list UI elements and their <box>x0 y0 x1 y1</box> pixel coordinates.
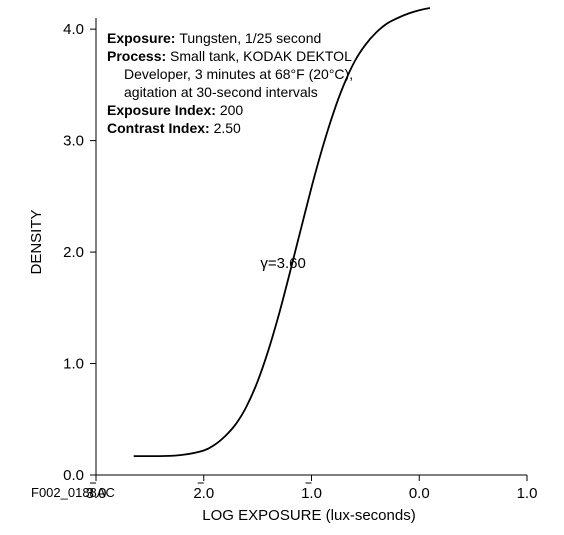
info-key: Contrast Index: <box>107 120 214 136</box>
info-value: Small tank, KODAK DEKTOL <box>170 48 352 64</box>
info-value: 2.50 <box>214 120 241 136</box>
info-line: Exposure: Tungsten, 1/25 second <box>107 30 321 46</box>
info-key: Exposure: <box>107 30 179 46</box>
y-tick-label: 4.0 <box>63 21 84 38</box>
info-line: Contrast Index: 2.50 <box>107 120 241 136</box>
y-tick-label: 3.0 <box>63 133 84 150</box>
figure-id: F002_0188AC <box>31 485 115 500</box>
info-value: agitation at 30-second intervals <box>124 84 318 100</box>
x-tick-label: 3.0 <box>86 485 107 502</box>
annotations-layer: γ=3.60 <box>260 255 305 272</box>
x-tick-label: 1.0 <box>517 485 538 502</box>
y-tick-label: 2.0 <box>63 244 84 261</box>
x-tick-label: 2.0 <box>193 485 214 502</box>
info-value: Tungsten, 1/25 second <box>179 30 321 46</box>
axis-ticks: 0.0 1.0 2.0 3.0 4.0 3.0 2.0 1.0 0.0 1.0 <box>63 21 537 502</box>
gamma-annotation: γ=3.60 <box>260 255 305 272</box>
info-value: Developer, 3 minutes at 68°F (20°C), <box>124 66 353 82</box>
info-line: Exposure Index: 200 <box>107 102 243 118</box>
series-layer <box>133 7 431 458</box>
y-tick-label: 1.0 <box>63 356 84 373</box>
x-tick-label: 0.0 <box>409 485 430 502</box>
y-axis-title: DENSITY <box>28 209 45 274</box>
info-line: Process: Small tank, KODAK DEKTOL <box>107 48 352 64</box>
x-tick-label: 1.0 <box>301 485 322 502</box>
info-value: 200 <box>220 102 244 118</box>
info-key: Process: <box>107 48 170 64</box>
info-line: agitation at 30-second intervals <box>124 84 318 100</box>
y-tick-label: 0.0 <box>63 467 84 484</box>
info-box: Exposure: Tungsten, 1/25 second Process: … <box>107 30 353 136</box>
info-key: Exposure Index: <box>107 102 220 118</box>
info-line: Developer, 3 minutes at 68°F (20°C), <box>124 66 353 82</box>
density-curve <box>133 7 431 458</box>
x-axis-title: LOG EXPOSURE (lux-seconds) <box>202 507 415 524</box>
